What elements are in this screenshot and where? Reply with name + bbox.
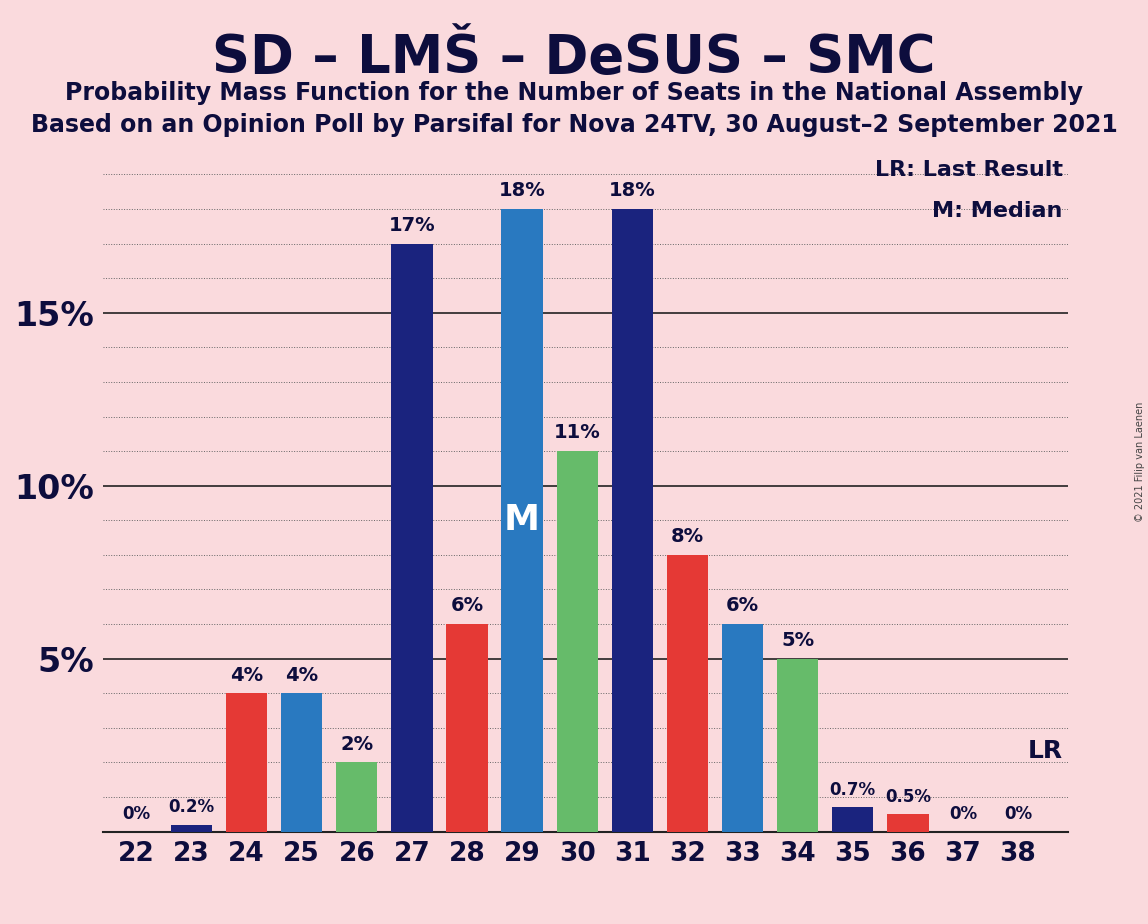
Text: 18%: 18% <box>608 181 656 201</box>
Bar <box>832 808 874 832</box>
Text: 0.5%: 0.5% <box>885 787 931 806</box>
Text: SD – LMŠ – DeSUS – SMC: SD – LMŠ – DeSUS – SMC <box>212 32 936 84</box>
Text: Probability Mass Function for the Number of Seats in the National Assembly: Probability Mass Function for the Number… <box>65 81 1083 105</box>
Bar <box>447 624 488 832</box>
Bar <box>281 693 323 832</box>
Bar <box>777 659 819 832</box>
Text: 5%: 5% <box>781 631 814 650</box>
Text: 4%: 4% <box>285 665 318 685</box>
Text: 0%: 0% <box>123 805 150 823</box>
Text: 8%: 8% <box>670 528 704 546</box>
Text: M: M <box>504 504 540 537</box>
Text: LR: Last Result: LR: Last Result <box>875 161 1063 180</box>
Text: 4%: 4% <box>230 665 263 685</box>
Bar <box>226 693 267 832</box>
Text: © 2021 Filip van Laenen: © 2021 Filip van Laenen <box>1135 402 1145 522</box>
Bar <box>336 762 378 832</box>
Text: 0%: 0% <box>1004 805 1032 823</box>
Bar <box>171 825 212 832</box>
Text: 0.2%: 0.2% <box>169 798 215 816</box>
Bar <box>887 814 929 832</box>
Bar <box>667 555 708 832</box>
Bar <box>612 209 653 832</box>
Text: 11%: 11% <box>553 423 600 443</box>
Bar <box>502 209 543 832</box>
Text: 0%: 0% <box>949 805 977 823</box>
Bar <box>722 624 763 832</box>
Text: Based on an Opinion Poll by Parsifal for Nova 24TV, 30 August–2 September 2021: Based on an Opinion Poll by Parsifal for… <box>31 113 1117 137</box>
Text: 0.7%: 0.7% <box>830 781 876 798</box>
Text: 6%: 6% <box>450 596 483 615</box>
Text: M: Median: M: Median <box>932 201 1063 221</box>
Text: 2%: 2% <box>340 735 373 754</box>
Text: 18%: 18% <box>498 181 545 201</box>
Text: 6%: 6% <box>726 596 759 615</box>
Bar <box>557 451 598 832</box>
Text: LR: LR <box>1027 738 1063 762</box>
Bar <box>391 244 433 832</box>
Text: 17%: 17% <box>388 216 435 235</box>
